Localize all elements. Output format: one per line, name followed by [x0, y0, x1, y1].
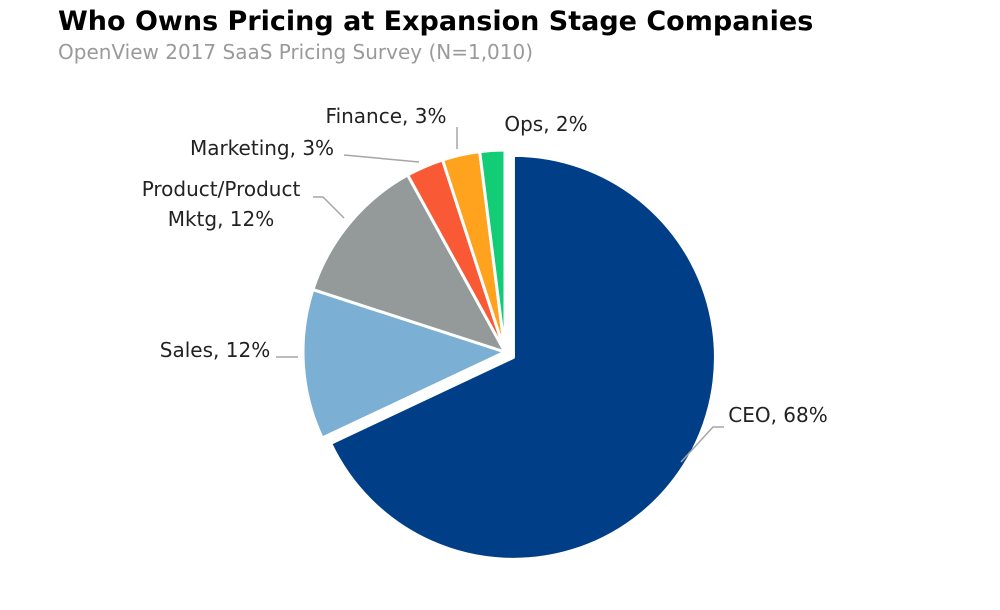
leader-line: [680, 426, 724, 463]
pie-slice: [329, 153, 717, 561]
slice-label: Sales, 12%: [160, 338, 270, 362]
pie-slice: [311, 173, 507, 354]
slice-label: CEO, 68%: [728, 403, 828, 427]
pie-slice: [301, 288, 507, 440]
leader-lines: [276, 127, 724, 463]
slice-labels: CEO, 68% Sales, 12% Product/Product Mktg, 1…: [142, 104, 828, 427]
slice-label: Ops, 2%: [504, 112, 587, 136]
leader-line: [313, 196, 345, 219]
chart-title: Who Owns Pricing at Expansion Stage Comp…: [58, 6, 814, 37]
slice-label: Product/Product Mktg, 12%: [142, 177, 301, 231]
leader-line: [343, 154, 420, 163]
slice-label: Marketing, 3%: [190, 136, 334, 160]
slice-label: Finance, 3%: [326, 104, 447, 128]
chart-subtitle: OpenView 2017 SaaS Pricing Survey (N=1,0…: [58, 40, 534, 64]
pie-slice: [478, 148, 507, 354]
pie-slices: [301, 148, 717, 561]
